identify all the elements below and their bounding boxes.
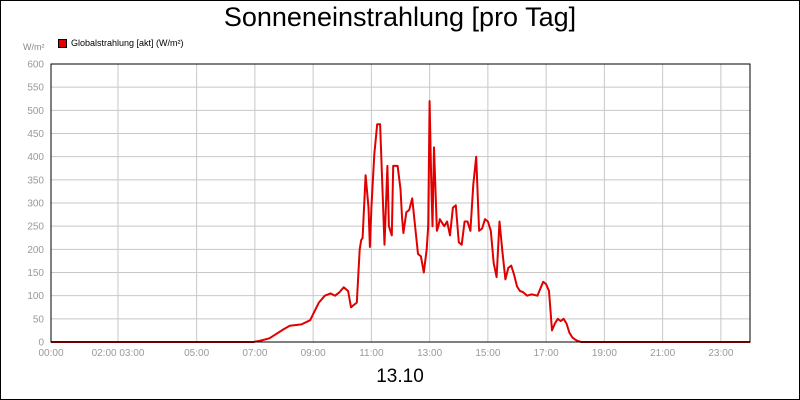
x-tick-label: 11:00 [359, 348, 384, 359]
x-tick-label: 17:00 [534, 348, 559, 359]
x-axis-date-label: 13.10 [376, 366, 424, 387]
y-tick-label: 450 [27, 129, 44, 140]
legend: Globalstrahlung [akt] (W/m²) [58, 38, 184, 48]
x-tick-label: 15:00 [475, 348, 500, 359]
x-tick-label: 21:00 [650, 348, 675, 359]
x-tick-label: 23:00 [708, 348, 733, 359]
legend-label: Globalstrahlung [akt] (W/m²) [71, 38, 184, 48]
x-tick-label: 09:00 [301, 348, 326, 359]
x-tick-label: 07:00 [242, 348, 267, 359]
x-tick-label: 02:00 03:00 [92, 348, 145, 359]
x-tick-label: 00:00 [38, 348, 63, 359]
chart-title: Sonneneinstrahlung [pro Tag] [223, 2, 577, 32]
y-tick-label: 150 [27, 268, 44, 279]
y-tick-label: 0 [38, 338, 44, 349]
x-tick-label: 13:00 [417, 348, 442, 359]
y-tick-label: 500 [27, 106, 44, 117]
y-tick-label: 350 [27, 175, 44, 186]
y-tick-label: 250 [27, 222, 44, 233]
y-tick-label: 400 [27, 152, 44, 163]
y-tick-label: 200 [27, 245, 44, 256]
y-tick-label: 50 [33, 314, 45, 325]
x-tick-label: 05:00 [184, 348, 209, 359]
plot-border [50, 63, 751, 343]
series-line [51, 100, 750, 343]
x-tick-label: 19:00 [592, 348, 617, 359]
y-tick-label: 300 [27, 199, 44, 210]
y-tick-label: 100 [27, 291, 44, 302]
y-tick-label: 550 [27, 83, 44, 94]
y-axis-unit-label: W/m² [23, 42, 45, 52]
legend-swatch [58, 38, 67, 48]
y-tick-label: 600 [27, 60, 44, 71]
